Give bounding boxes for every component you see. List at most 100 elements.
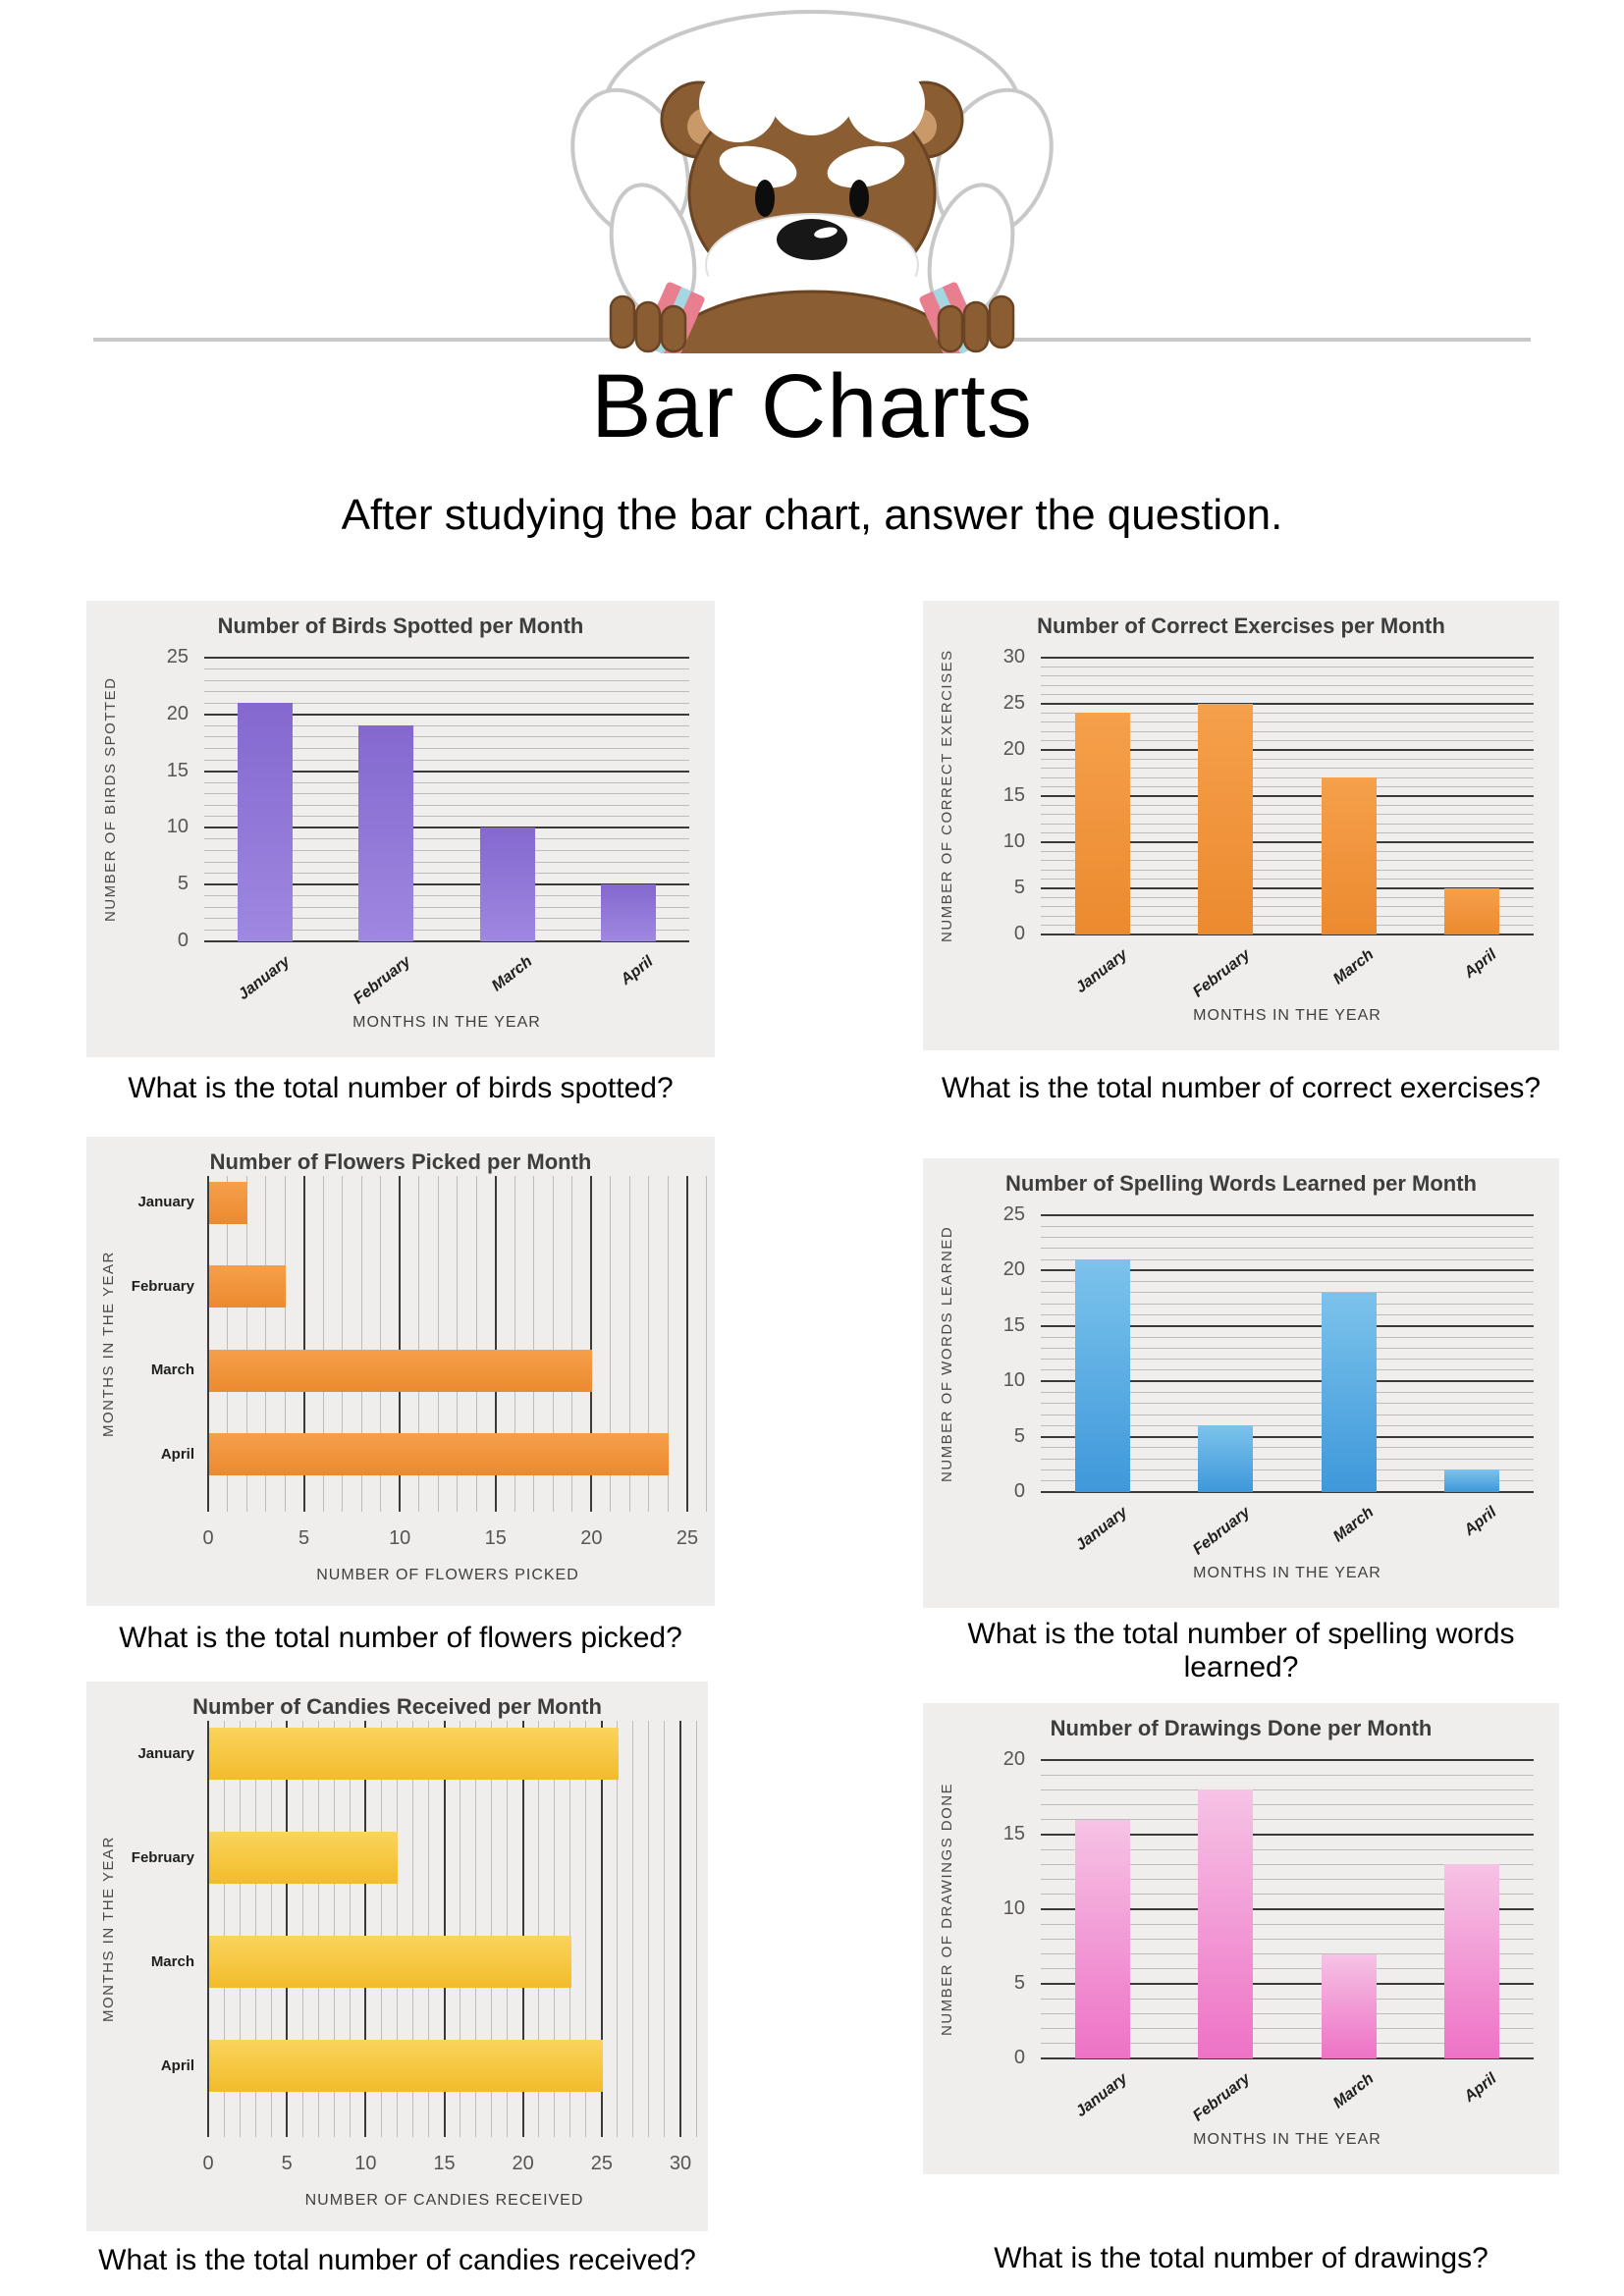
- y-axis-title: MONTHS IN THE YEAR: [100, 1836, 117, 2022]
- x-category-label: February: [1190, 946, 1254, 1001]
- gridline: [600, 1721, 603, 2137]
- gridline: [204, 861, 689, 863]
- x-axis-tick-label: 25: [590, 2153, 613, 2174]
- y-axis-tick-label: 5: [1013, 1424, 1025, 1447]
- gridline: [1041, 1336, 1534, 1338]
- gridline: [204, 668, 689, 670]
- y-axis-tick-label: 10: [1002, 830, 1025, 852]
- y-axis-tick-label: 5: [1013, 1972, 1025, 1994]
- gridline: [204, 770, 689, 773]
- gridline: [1041, 879, 1534, 881]
- gridline: [1041, 915, 1534, 917]
- gridline: [1041, 1403, 1534, 1405]
- gridline: [1041, 1983, 1534, 1985]
- gridline: [1041, 1447, 1534, 1449]
- bar-January: [1074, 713, 1130, 934]
- gridline: [679, 1721, 681, 2137]
- bar-January: [209, 1728, 619, 1781]
- x-category-label: April: [1461, 946, 1500, 982]
- gridline: [610, 1176, 612, 1512]
- gridline: [1041, 1214, 1534, 1216]
- x-category-label: April: [1461, 1504, 1500, 1539]
- gridline: [349, 1721, 351, 2137]
- page-subtitle: After studying the bar chart, answer the…: [341, 491, 1283, 539]
- gridline: [1041, 925, 1534, 927]
- y-category-label: February: [131, 1277, 194, 1295]
- gridline: [1041, 776, 1534, 778]
- gridline: [286, 1721, 289, 2137]
- gridline: [1041, 1424, 1534, 1426]
- gridline: [1041, 1380, 1534, 1383]
- y-axis-tick-label: 20: [1002, 1258, 1025, 1281]
- gridline: [1041, 832, 1534, 834]
- y-axis-tick-label: 0: [1013, 1480, 1025, 1502]
- gridline: [1041, 1324, 1534, 1327]
- x-axis-tick-label: 0: [202, 2153, 214, 2174]
- x-category-label: April: [1461, 2070, 1500, 2106]
- gridline: [333, 1721, 335, 2137]
- gridline: [207, 1721, 209, 2137]
- gridline: [1041, 768, 1534, 770]
- bar-January: [1074, 1819, 1130, 2058]
- mascot-bear-illustration: [570, 10, 1054, 353]
- gridline: [457, 1176, 459, 1512]
- y-axis-tick-label: 20: [1002, 738, 1025, 760]
- x-category-label: February: [1190, 1504, 1254, 1559]
- gridline: [204, 724, 689, 726]
- gridline: [1041, 1759, 1534, 1761]
- gridline: [1041, 786, 1534, 788]
- y-axis-tick-label: 30: [1002, 646, 1025, 667]
- gridline: [204, 747, 689, 749]
- gridline: [1041, 804, 1534, 806]
- x-axis-title: MONTHS IN THE YEAR: [1193, 2131, 1381, 2148]
- x-axis-title: MONTHS IN THE YEAR: [1193, 1565, 1381, 1581]
- question-spelling: What is the total number of spelling wor…: [967, 1618, 1515, 1683]
- gridline: [1041, 2012, 1534, 2014]
- y-axis-tick-label: 5: [1013, 877, 1025, 898]
- gridline: [1041, 2043, 1534, 2045]
- x-axis-title: MONTHS IN THE YEAR: [352, 1014, 541, 1031]
- gridline: [204, 883, 689, 886]
- y-category-label: March: [150, 1952, 194, 1970]
- gridline: [437, 1176, 439, 1512]
- gridline: [1041, 814, 1534, 816]
- gridline: [1041, 758, 1534, 760]
- gridline: [648, 1721, 650, 2137]
- question-drawings: What is the total number of drawings?: [994, 2242, 1489, 2274]
- y-axis-tick-label: 15: [166, 759, 189, 781]
- bar-February: [209, 1265, 287, 1308]
- gridline: [706, 1176, 708, 1512]
- gridline: [239, 1721, 241, 2137]
- y-axis-title: NUMBER OF DRAWINGS DONE: [939, 1782, 955, 2037]
- chart-panel-drawings: Number of Drawings Done per Month 0 5 10 15 2…: [923, 1703, 1559, 2174]
- gridline: [1041, 703, 1534, 705]
- x-category-label: February: [1190, 2070, 1254, 2125]
- x-category-label: March: [488, 953, 536, 995]
- y-axis-tick-label: 0: [177, 930, 189, 951]
- bar-January: [1074, 1259, 1130, 1492]
- gridline: [204, 895, 689, 897]
- gridline: [1041, 1269, 1534, 1272]
- gridline: [475, 1176, 477, 1512]
- gridline: [1041, 1359, 1534, 1361]
- gridline: [204, 827, 689, 829]
- bar-April: [1444, 1469, 1500, 1492]
- chart-title: Number of Birds Spotted per Month: [217, 614, 584, 638]
- gridline: [411, 1721, 413, 2137]
- gridline: [491, 1721, 493, 2137]
- gridline: [1041, 684, 1534, 686]
- y-axis-tick-label: 0: [1013, 2047, 1025, 2068]
- gridline: [1041, 1347, 1534, 1349]
- gridline: [204, 873, 689, 875]
- gridline: [360, 1176, 362, 1512]
- gridline: [364, 1721, 367, 2137]
- gridline: [1041, 1225, 1534, 1227]
- gridline: [204, 657, 689, 659]
- gridline: [207, 1176, 209, 1512]
- bar-April: [601, 884, 657, 941]
- bear-hair-fringe: [699, 45, 925, 142]
- gridline: [204, 929, 689, 931]
- bear-brow-patches: [719, 145, 905, 188]
- chart-panel-birds: Number of Birds Spotted per Month 0 5 10 15 2…: [86, 601, 715, 1057]
